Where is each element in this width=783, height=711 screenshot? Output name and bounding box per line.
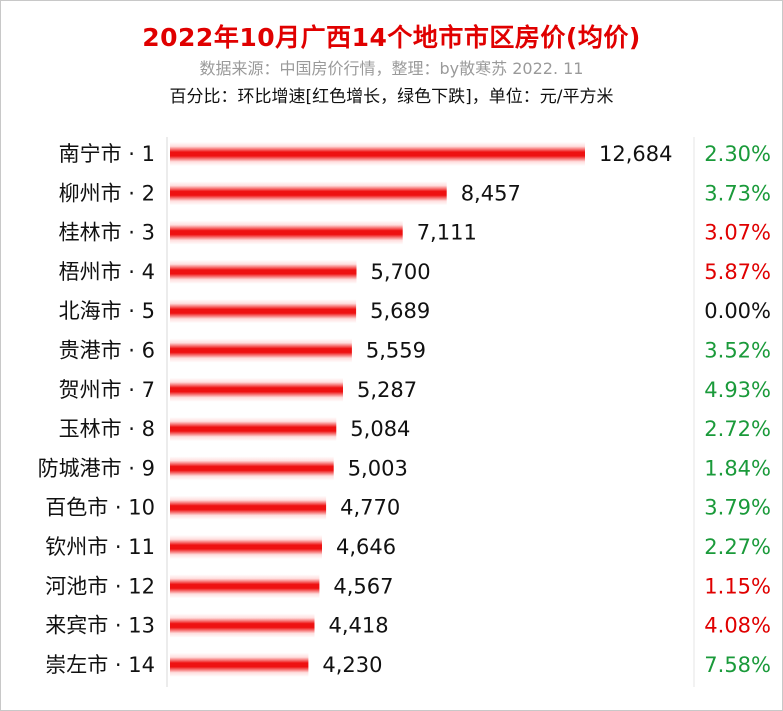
bar <box>170 259 357 284</box>
change-label: 3.07% <box>704 221 771 245</box>
chart-subtitle: 数据来源：中国房价行情，整理：by散寒苏 2022. 11 <box>199 59 584 78</box>
change-label: 2.30% <box>704 142 771 166</box>
category-label: 柳州市 · 2 <box>59 181 155 205</box>
bar <box>170 613 315 638</box>
category-label: 梧州市 · 4 <box>59 260 155 284</box>
bar <box>170 299 357 324</box>
value-label: 5,700 <box>371 260 431 284</box>
bar <box>170 574 320 599</box>
value-label: 4,646 <box>336 535 396 559</box>
category-label: 防城港市 · 9 <box>38 456 155 480</box>
change-label: 2.72% <box>704 417 771 441</box>
change-label: 1.84% <box>704 456 771 480</box>
change-label: 1.15% <box>704 574 771 598</box>
category-label: 百色市 · 10 <box>45 496 155 520</box>
category-label: 崇左市 · 14 <box>45 653 155 677</box>
change-label: 2.27% <box>704 535 771 559</box>
chart-title: 2022年10月广西14个地市市区房价(均价) <box>142 23 641 52</box>
value-label: 5,003 <box>348 456 408 480</box>
change-label: 4.93% <box>704 378 771 402</box>
bar <box>170 652 309 677</box>
bar <box>170 220 403 245</box>
category-label: 玉林市 · 8 <box>59 417 155 441</box>
bar <box>170 338 352 363</box>
value-label: 8,457 <box>461 181 521 205</box>
value-label: 5,084 <box>350 417 410 441</box>
bar <box>170 377 343 402</box>
category-label: 贺州市 · 7 <box>59 378 155 402</box>
change-label: 0.00% <box>704 299 771 323</box>
change-label: 3.52% <box>704 339 771 363</box>
bar <box>170 456 334 481</box>
category-label: 桂林市 · 3 <box>59 221 155 245</box>
change-label: 5.87% <box>704 260 771 284</box>
change-label: 3.79% <box>704 496 771 520</box>
value-label: 4,770 <box>340 496 400 520</box>
value-label: 5,559 <box>366 339 426 363</box>
bar <box>170 181 447 206</box>
category-label: 钦州市 · 11 <box>45 535 155 559</box>
bar <box>170 535 322 559</box>
category-label: 北海市 · 5 <box>59 299 155 323</box>
category-label: 来宾市 · 13 <box>45 614 155 638</box>
value-label: 5,287 <box>357 378 417 402</box>
value-label: 4,567 <box>333 574 393 598</box>
bar <box>170 142 585 166</box>
value-label: 7,111 <box>417 221 477 245</box>
bar <box>170 495 327 520</box>
chart-note: 百分比：环比增速[红色增长，绿色下跌]，单位：元/平方米 <box>169 87 614 107</box>
change-label: 4.08% <box>704 614 771 638</box>
category-label: 河池市 · 12 <box>45 574 155 598</box>
change-label: 7.58% <box>704 653 771 677</box>
value-label: 4,230 <box>322 653 382 677</box>
category-label: 贵港市 · 6 <box>59 339 155 363</box>
change-label: 3.73% <box>704 181 771 205</box>
value-label: 12,684 <box>599 142 672 166</box>
value-label: 4,418 <box>329 614 389 638</box>
value-label: 5,689 <box>370 299 430 323</box>
category-label: 南宁市 · 1 <box>59 142 155 166</box>
bar <box>170 417 337 442</box>
